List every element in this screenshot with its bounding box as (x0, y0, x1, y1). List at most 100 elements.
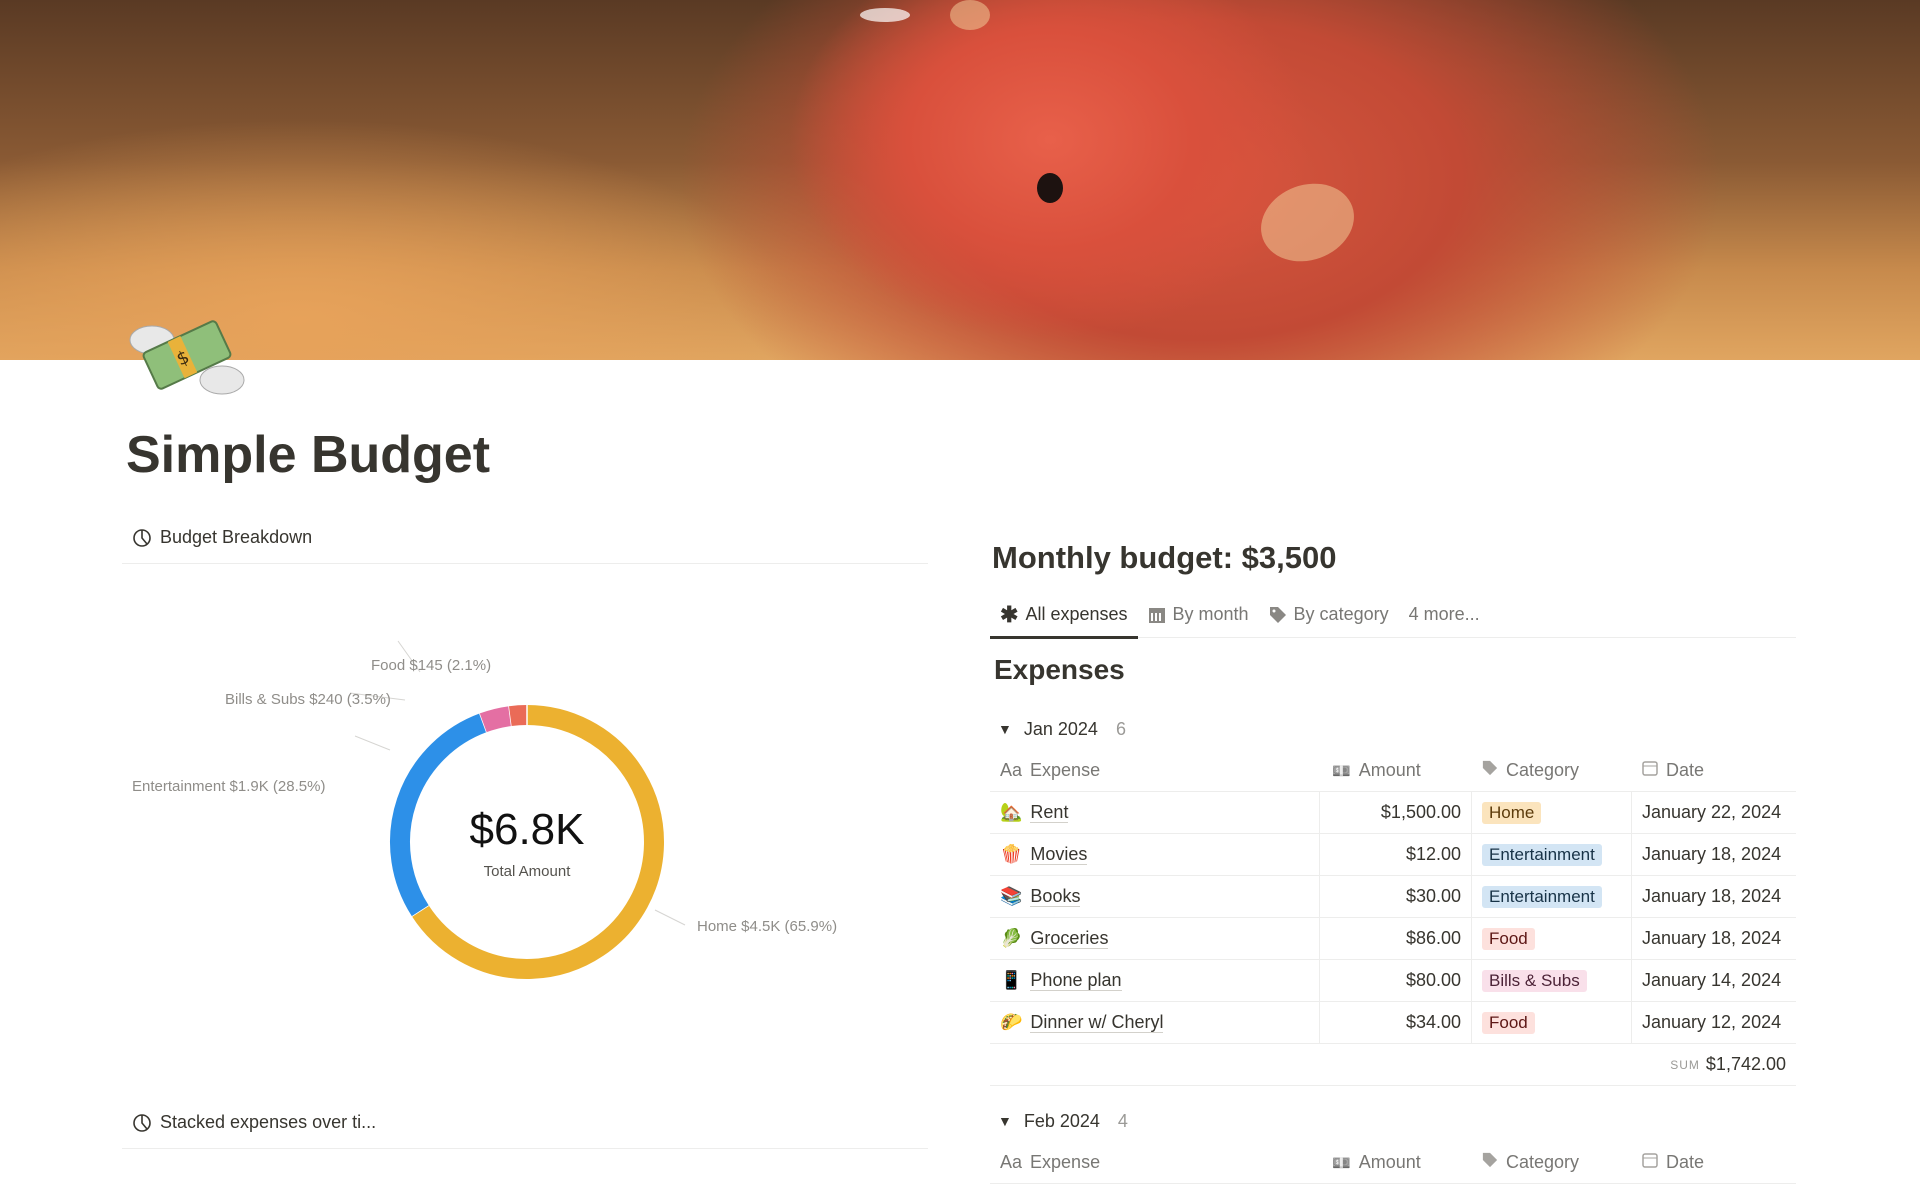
pie-chart-icon (133, 528, 151, 547)
tab-label: 4 more... (1408, 604, 1480, 624)
column-category[interactable]: Category (1472, 1142, 1632, 1183)
calendar-icon (1148, 607, 1165, 623)
slice-label-home: Home $4.5K (65.9%) (697, 918, 838, 935)
column-label: Category (1506, 760, 1580, 780)
category-tag: Food (1482, 927, 1535, 950)
budget-breakdown-header[interactable]: Budget Breakdown (132, 527, 312, 548)
tag-icon (1482, 1152, 1498, 1173)
money-with-wings-icon[interactable]: $ (127, 300, 247, 410)
category-cell[interactable]: Bills & Subs (1472, 960, 1632, 1001)
date-cell[interactable]: January 18, 2024 (1632, 918, 1796, 959)
column-label: Date (1666, 760, 1705, 780)
stacked-expenses-header[interactable]: Stacked expenses over ti... (132, 1112, 376, 1133)
expense-cell[interactable]: 📱 Phone plan (990, 960, 1320, 1001)
date-cell[interactable]: January 12, 2024 (1632, 1002, 1796, 1043)
date: January 22, 2024 (1642, 802, 1782, 822)
asterisk-icon: ✱ (1000, 601, 1019, 627)
column-date[interactable]: Date (1632, 1142, 1796, 1183)
amount: $12.00 (1405, 844, 1461, 864)
category-tag: Bills & Subs (1482, 969, 1587, 992)
expense-cell[interactable]: 🌮 Dinner w/ Cheryl (990, 1002, 1320, 1043)
slice-label-food: Food $145 (2.1%) (371, 657, 492, 674)
donut-slice-entertainment[interactable] (390, 713, 487, 917)
expense-cell[interactable]: 📚 Books (990, 876, 1320, 917)
table-header: Aa Expense 💵 Amount Category Date (990, 750, 1796, 792)
chart-icon (133, 1113, 151, 1132)
expense-name[interactable]: Rent (1030, 802, 1069, 823)
expense-cell[interactable]: 🥬 Groceries (990, 918, 1320, 959)
table-row[interactable]: 🥬 Groceries $86.00 Food January 18, 2024 (990, 918, 1796, 960)
row-emoji-icon: 📱 (1000, 970, 1023, 990)
column-expense[interactable]: Aa Expense (990, 1142, 1320, 1183)
table-row[interactable]: 🌮 Dinner w/ Cheryl $34.00 Food January 12, 2… (990, 1002, 1796, 1044)
expenses-section: Monthly budget: $3,500 ✱ All expenses By … (990, 540, 1796, 1184)
category-cell[interactable]: Entertainment (1472, 876, 1632, 917)
row-emoji-icon: 🏡 (1000, 802, 1023, 822)
donut-slice-home[interactable] (411, 705, 664, 979)
sum-row: SUM $1,742.00 (990, 1044, 1796, 1086)
group-header[interactable]: ▼ Jan 2024 6 (990, 708, 1796, 750)
expense-name[interactable]: Phone plan (1030, 970, 1122, 991)
expense-name[interactable]: Books (1030, 886, 1081, 907)
group-header[interactable]: ▼ Feb 2024 4 (990, 1100, 1796, 1142)
expense-name[interactable]: Groceries (1030, 928, 1109, 949)
donut-slice-food[interactable] (508, 705, 528, 727)
money-icon: 💵 (1332, 1154, 1351, 1172)
column-label: Amount (1358, 1152, 1421, 1172)
tab-more-views[interactable]: 4 more... (1399, 592, 1490, 638)
tab-label: By month (1172, 604, 1249, 624)
group-count: 4 (1117, 1110, 1128, 1131)
tab-by-month[interactable]: By month (1138, 592, 1259, 638)
page-title: Simple Budget (126, 426, 491, 484)
row-emoji-icon: 🥬 (1000, 928, 1023, 948)
tab-by-category[interactable]: By category (1259, 592, 1399, 638)
donut-slice-bills-subs[interactable] (479, 706, 512, 733)
category-tag: Home (1482, 801, 1542, 824)
expense-cell[interactable]: 🏡 Rent (990, 792, 1320, 833)
column-amount[interactable]: 💵 Amount (1320, 750, 1472, 791)
amount-cell[interactable]: $30.00 (1320, 876, 1472, 917)
expense-name[interactable]: Dinner w/ Cheryl (1030, 1012, 1164, 1033)
column-label: Expense (1030, 1152, 1101, 1172)
calendar-icon (1642, 1152, 1658, 1173)
money-icon: 💵 (1332, 762, 1351, 780)
amount-cell[interactable]: $12.00 (1320, 834, 1472, 875)
text-property-icon: Aa (1000, 1152, 1023, 1172)
monthly-budget-heading: Monthly budget: $3,500 (992, 540, 1337, 575)
amount-cell[interactable]: $86.00 (1320, 918, 1472, 959)
expense-name[interactable]: Movies (1030, 844, 1088, 865)
row-emoji-icon: 📚 (1000, 886, 1023, 906)
date-cell[interactable]: January 14, 2024 (1632, 960, 1796, 1001)
slice-label-entertainment: Entertainment $1.9K (28.5%) (132, 778, 326, 795)
table-row[interactable]: 📱 Phone plan $80.00 Bills & Subs January 14,… (990, 960, 1796, 1002)
triangle-down-icon[interactable]: ▼ (998, 1113, 1012, 1129)
group-label: Feb 2024 (1023, 1110, 1100, 1131)
triangle-down-icon[interactable]: ▼ (998, 721, 1012, 737)
sum-cell[interactable]: SUM $1,742.00 (1304, 1054, 1786, 1075)
row-emoji-icon: 🍿 (1000, 844, 1023, 864)
amount-cell[interactable]: $34.00 (1320, 1002, 1472, 1043)
database-title[interactable]: Expenses (994, 654, 1125, 685)
column-date[interactable]: Date (1632, 750, 1796, 791)
column-category[interactable]: Category (1472, 750, 1632, 791)
tab-all-expenses[interactable]: ✱ All expenses (990, 592, 1138, 639)
table-header: Aa Expense 💵 Amount Category Date (990, 1142, 1796, 1184)
category-cell[interactable]: Entertainment (1472, 834, 1632, 875)
column-label: Amount (1358, 760, 1421, 780)
tag-icon (1269, 606, 1286, 623)
date-cell[interactable]: January 22, 2024 (1632, 792, 1796, 833)
amount-cell[interactable]: $1,500.00 (1320, 792, 1472, 833)
column-expense[interactable]: Aa Expense (990, 750, 1320, 791)
table-row[interactable]: 🏡 Rent $1,500.00 Home January 22, 2024 (990, 792, 1796, 834)
date-cell[interactable]: January 18, 2024 (1632, 834, 1796, 875)
amount: $34.00 (1405, 1012, 1461, 1032)
date-cell[interactable]: January 18, 2024 (1632, 876, 1796, 917)
expense-cell[interactable]: 🍿 Movies (990, 834, 1320, 875)
category-cell[interactable]: Food (1472, 918, 1632, 959)
table-row[interactable]: 🍿 Movies $12.00 Entertainment January 18, 20… (990, 834, 1796, 876)
column-amount[interactable]: 💵 Amount (1320, 1142, 1472, 1183)
amount-cell[interactable]: $80.00 (1320, 960, 1472, 1001)
table-row[interactable]: 📚 Books $30.00 Entertainment January 18, 202… (990, 876, 1796, 918)
category-cell[interactable]: Home (1472, 792, 1632, 833)
category-cell[interactable]: Food (1472, 1002, 1632, 1043)
